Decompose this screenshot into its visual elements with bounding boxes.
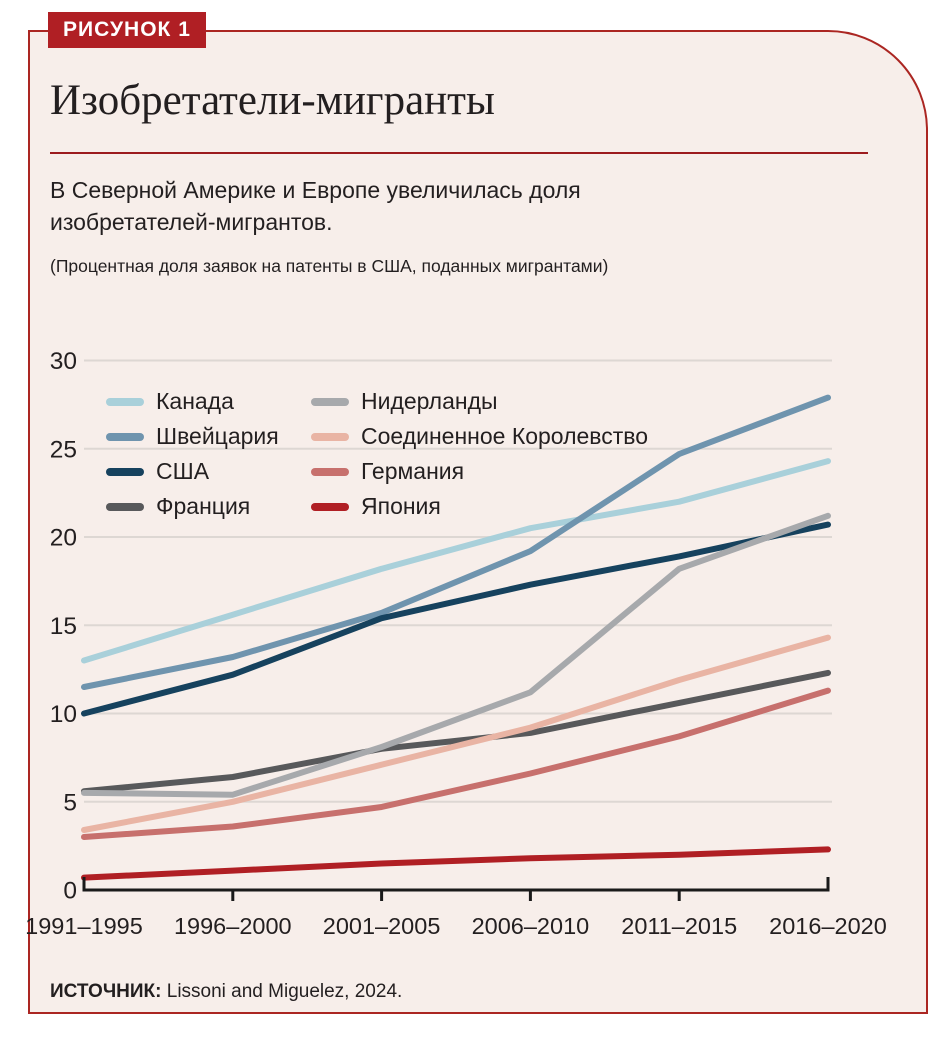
x-axis-tick-label: 2001–2005 xyxy=(323,913,441,939)
legend-swatch-icon xyxy=(106,467,144,476)
legend-item: Канада xyxy=(106,384,279,419)
y-axis-tick-label: 15 xyxy=(50,613,77,640)
legend-swatch-icon xyxy=(106,502,144,511)
legend-column-1: Канада Швейцария США Франция xyxy=(106,384,279,524)
legend-swatch-icon xyxy=(106,432,144,441)
legend-swatch-icon xyxy=(311,397,349,406)
legend-swatch-icon xyxy=(106,397,144,406)
series-line-3 xyxy=(81,521,831,717)
legend-item: Соединенное Королевство xyxy=(311,419,648,454)
series-line-4 xyxy=(81,669,831,795)
legend-item: Нидерланды xyxy=(311,384,648,419)
page-title: Изобретатели-мигранты xyxy=(50,77,495,124)
legend-swatch-icon xyxy=(311,502,349,511)
legend-item: Швейцария xyxy=(106,419,279,454)
figure-badge: РИСУНОК 1 xyxy=(48,12,206,48)
legend-swatch-icon xyxy=(311,467,349,476)
y-axis-tick-label: 20 xyxy=(50,525,77,552)
legend-label: США xyxy=(156,458,210,484)
legend-column-2: Нидерланды Соединенное Королевство Германи… xyxy=(311,384,648,524)
x-axis-tick-label: 2011–2015 xyxy=(621,913,737,939)
series-line-5 xyxy=(81,512,831,798)
series-line-6 xyxy=(81,634,831,833)
legend-label: Канада xyxy=(156,388,234,414)
source-text: Lissoni and Miguelez, 2024. xyxy=(161,981,403,1002)
legend-item: США xyxy=(106,454,279,489)
legend-label: Соединенное Королевство xyxy=(361,423,649,449)
y-axis-tick-label: 30 xyxy=(50,348,77,375)
title-divider xyxy=(50,152,868,154)
series-line-2 xyxy=(81,394,831,690)
chart-units-note: (Процентная доля заявок на патенты в США… xyxy=(50,256,609,276)
legend-label: Швейцария xyxy=(156,423,279,449)
source-label: ИСТОЧНИК: xyxy=(50,981,162,1002)
y-axis-tick-label: 10 xyxy=(50,701,77,728)
legend-label: Франция xyxy=(156,493,251,519)
chart-subtitle: В Северной Америке и Европе увеличилась … xyxy=(50,177,581,236)
x-axis-tick-label: 1991–1995 xyxy=(25,913,143,939)
x-axis xyxy=(82,877,830,892)
series-line-1 xyxy=(81,458,831,664)
legend-label: Германия xyxy=(361,458,465,484)
legend-item: Франция xyxy=(106,489,279,524)
legend-label: Япония xyxy=(361,493,441,519)
legend-label: Нидерланды xyxy=(361,388,498,414)
x-axis-tick-label: 1996–2000 xyxy=(174,913,292,939)
legend-swatch-icon xyxy=(311,432,349,441)
y-axis-tick-label: 25 xyxy=(50,436,77,463)
x-axis-tick-label: 2006–2010 xyxy=(472,913,590,939)
legend-item: Япония xyxy=(311,489,648,524)
y-axis-tick-label: 0 xyxy=(63,878,77,905)
series-line-8 xyxy=(81,846,831,881)
series-line-7 xyxy=(81,687,831,840)
legend-item: Германия xyxy=(311,454,648,489)
x-axis-tick-label: 2016–2020 xyxy=(769,913,887,939)
source-line: ИСТОЧНИК: Lissoni and Miguelez, 2024. xyxy=(50,981,402,1003)
y-axis-tick-label: 5 xyxy=(63,789,77,816)
